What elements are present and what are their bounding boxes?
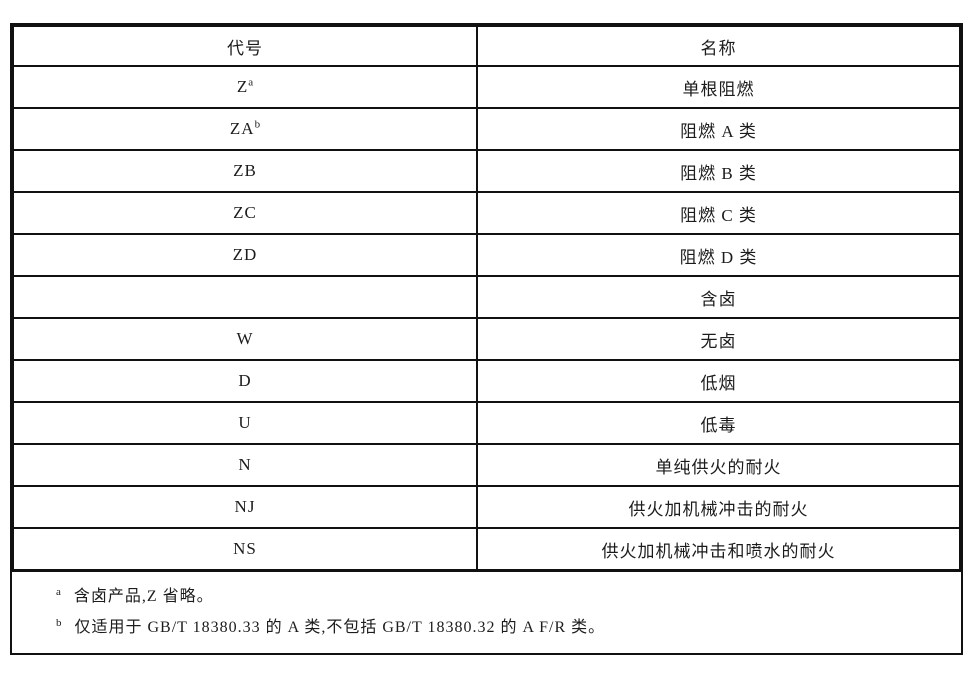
code-name-table: 代号 名称 Za 单根阻燃 ZAb 阻燃 A 类 ZB 阻燃 B 类 ZC 阻燃… (10, 23, 963, 655)
table-row: ZB 阻燃 B 类 (11, 149, 961, 193)
code-value: NS (233, 539, 257, 558)
footnote-ref: a (248, 76, 254, 89)
name-cell: 阻燃 A 类 (476, 107, 961, 151)
table-row: W 无卤 (11, 317, 961, 361)
code-cell: U (11, 401, 479, 445)
table-row: ZC 阻燃 C 类 (11, 191, 961, 235)
table-row: U 低毒 (11, 401, 961, 445)
code-value: W (236, 329, 254, 348)
code-cell: ZB (11, 149, 479, 193)
table-row: ZD 阻燃 D 类 (11, 233, 961, 277)
code-value: ZC (233, 203, 257, 222)
column-header-name: 名称 (476, 25, 961, 67)
name-cell: 无卤 (476, 317, 961, 361)
footnote-a: a 含卤产品,Z 省略。 (56, 581, 943, 612)
name-cell: 低毒 (476, 401, 961, 445)
table-row: 含卤 (11, 275, 961, 319)
code-cell: W (11, 317, 479, 361)
footnote-text-b: 仅适用于 GB/T 18380.33 的 A 类,不包括 GB/T 18380.… (74, 619, 606, 636)
code-value: NJ (234, 497, 256, 516)
name-cell: 阻燃 C 类 (476, 191, 961, 235)
name-cell: 含卤 (476, 275, 961, 319)
table-footnotes: a 含卤产品,Z 省略。 b 仅适用于 GB/T 18380.33 的 A 类,不包… (12, 571, 961, 653)
code-cell: ZAb (11, 107, 479, 151)
name-cell: 单根阻燃 (476, 65, 961, 109)
code-cell-empty (11, 275, 479, 319)
code-value: D (238, 371, 252, 390)
footnote-marker-b: b (56, 616, 62, 629)
table-row: NS 供火加机械冲击和喷水的耐火 (11, 527, 961, 571)
footnote-text-a: 含卤产品,Z 省略。 (73, 588, 214, 605)
code-value: Z (236, 77, 249, 96)
name-cell: 阻燃 B 类 (476, 149, 961, 193)
code-cell: ZC (11, 191, 479, 235)
code-cell: NJ (11, 485, 479, 529)
code-value: ZA (229, 119, 255, 138)
table-row: NJ 供火加机械冲击的耐火 (11, 485, 961, 529)
code-value: ZD (232, 245, 258, 264)
name-cell: 供火加机械冲击的耐火 (476, 485, 961, 529)
name-cell: 供火加机械冲击和喷水的耐火 (476, 527, 961, 571)
code-value: U (238, 413, 252, 432)
name-cell: 单纯供火的耐火 (476, 443, 961, 487)
footnote-ref: b (254, 118, 261, 131)
code-cell: ZD (11, 233, 479, 277)
code-value: N (238, 455, 252, 474)
code-cell: NS (11, 527, 479, 571)
footnote-marker-a: a (56, 585, 61, 598)
table-row: N 单纯供火的耐火 (11, 443, 961, 487)
code-cell: D (11, 359, 479, 403)
footnote-b: b 仅适用于 GB/T 18380.33 的 A 类,不包括 GB/T 18380… (56, 612, 943, 643)
name-cell: 阻燃 D 类 (476, 233, 961, 277)
code-value: ZB (233, 161, 257, 180)
table-header-row: 代号 名称 (11, 25, 961, 67)
code-cell: Za (11, 65, 479, 109)
code-cell: N (11, 443, 479, 487)
table-row: D 低烟 (11, 359, 961, 403)
table-row: Za 单根阻燃 (11, 65, 961, 109)
table-row: ZAb 阻燃 A 类 (11, 107, 961, 151)
table-grid: 代号 名称 Za 单根阻燃 ZAb 阻燃 A 类 ZB 阻燃 B 类 ZC 阻燃… (11, 25, 961, 571)
name-cell: 低烟 (476, 359, 961, 403)
column-header-code: 代号 (11, 25, 479, 67)
